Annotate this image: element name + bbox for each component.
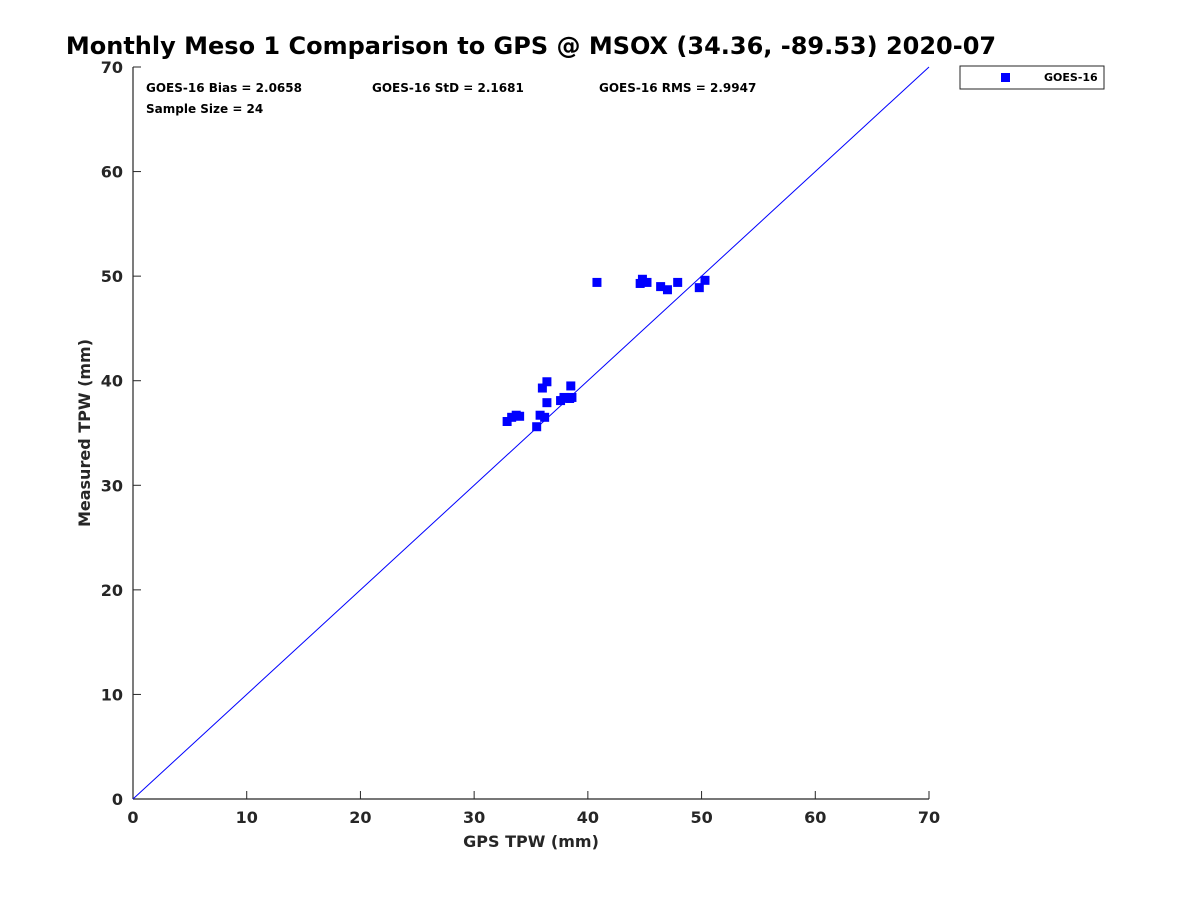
data-point — [642, 277, 652, 287]
data-point — [662, 285, 672, 295]
y-ticks: 0 10 20 30 40 50 60 70 — [101, 58, 141, 809]
x-tick-label: 20 — [349, 808, 371, 827]
x-tick-label: 0 — [127, 808, 138, 827]
data-point — [502, 416, 512, 426]
plot-area: 0 10 20 30 40 50 60 70 0 10 20 30 40 50 60 70 — [101, 58, 940, 827]
data-point — [507, 412, 517, 422]
data-point — [656, 282, 666, 292]
legend: GOES-16 — [959, 65, 1105, 90]
data-point — [532, 422, 542, 432]
x-tick-label: 50 — [690, 808, 712, 827]
y-tick-label: 60 — [101, 163, 123, 182]
y-tick-label: 10 — [101, 685, 123, 704]
y-tick-label: 40 — [101, 372, 123, 391]
data-point — [542, 398, 552, 408]
legend-marker — [1001, 73, 1010, 82]
y-tick-label: 20 — [101, 581, 123, 600]
x-tick-label: 30 — [463, 808, 485, 827]
stat-bias: GOES-16 Bias = 2.0658 — [146, 81, 302, 95]
stat-sample-size: Sample Size = 24 — [146, 102, 263, 116]
x-tick-label: 10 — [236, 808, 258, 827]
legend-box — [959, 65, 1105, 90]
x-tick-label: 40 — [577, 808, 599, 827]
stat-rms: GOES-16 RMS = 2.9947 — [599, 81, 756, 95]
data-point — [515, 411, 525, 421]
x-axis-label: GPS TPW (mm) — [463, 832, 599, 851]
data-point — [535, 410, 545, 420]
x-ticks: 0 10 20 30 40 50 60 70 — [127, 791, 940, 827]
data-points — [502, 274, 710, 432]
chart-title: Monthly Meso 1 Comparison to GPS @ MSOX … — [66, 32, 996, 60]
y-tick-label: 50 — [101, 267, 123, 286]
x-tick-label: 60 — [804, 808, 826, 827]
x-tick-label: 70 — [918, 808, 940, 827]
identity-line — [132, 66, 930, 800]
y-tick-label: 0 — [112, 790, 123, 809]
stat-std: GOES-16 StD = 2.1681 — [372, 81, 524, 95]
y-tick-label: 30 — [101, 476, 123, 495]
data-point — [566, 381, 576, 391]
data-point — [673, 277, 683, 287]
data-point — [567, 392, 577, 402]
y-tick-label: 70 — [101, 58, 123, 77]
data-point — [700, 275, 710, 285]
data-point — [637, 274, 647, 284]
data-point — [694, 283, 704, 293]
data-point — [559, 392, 569, 402]
y-axis-label: Measured TPW (mm) — [75, 339, 94, 527]
data-point — [542, 377, 552, 387]
data-point — [537, 383, 547, 393]
data-point — [592, 277, 602, 287]
data-point — [540, 412, 550, 422]
legend-label: GOES-16 — [1044, 71, 1098, 84]
